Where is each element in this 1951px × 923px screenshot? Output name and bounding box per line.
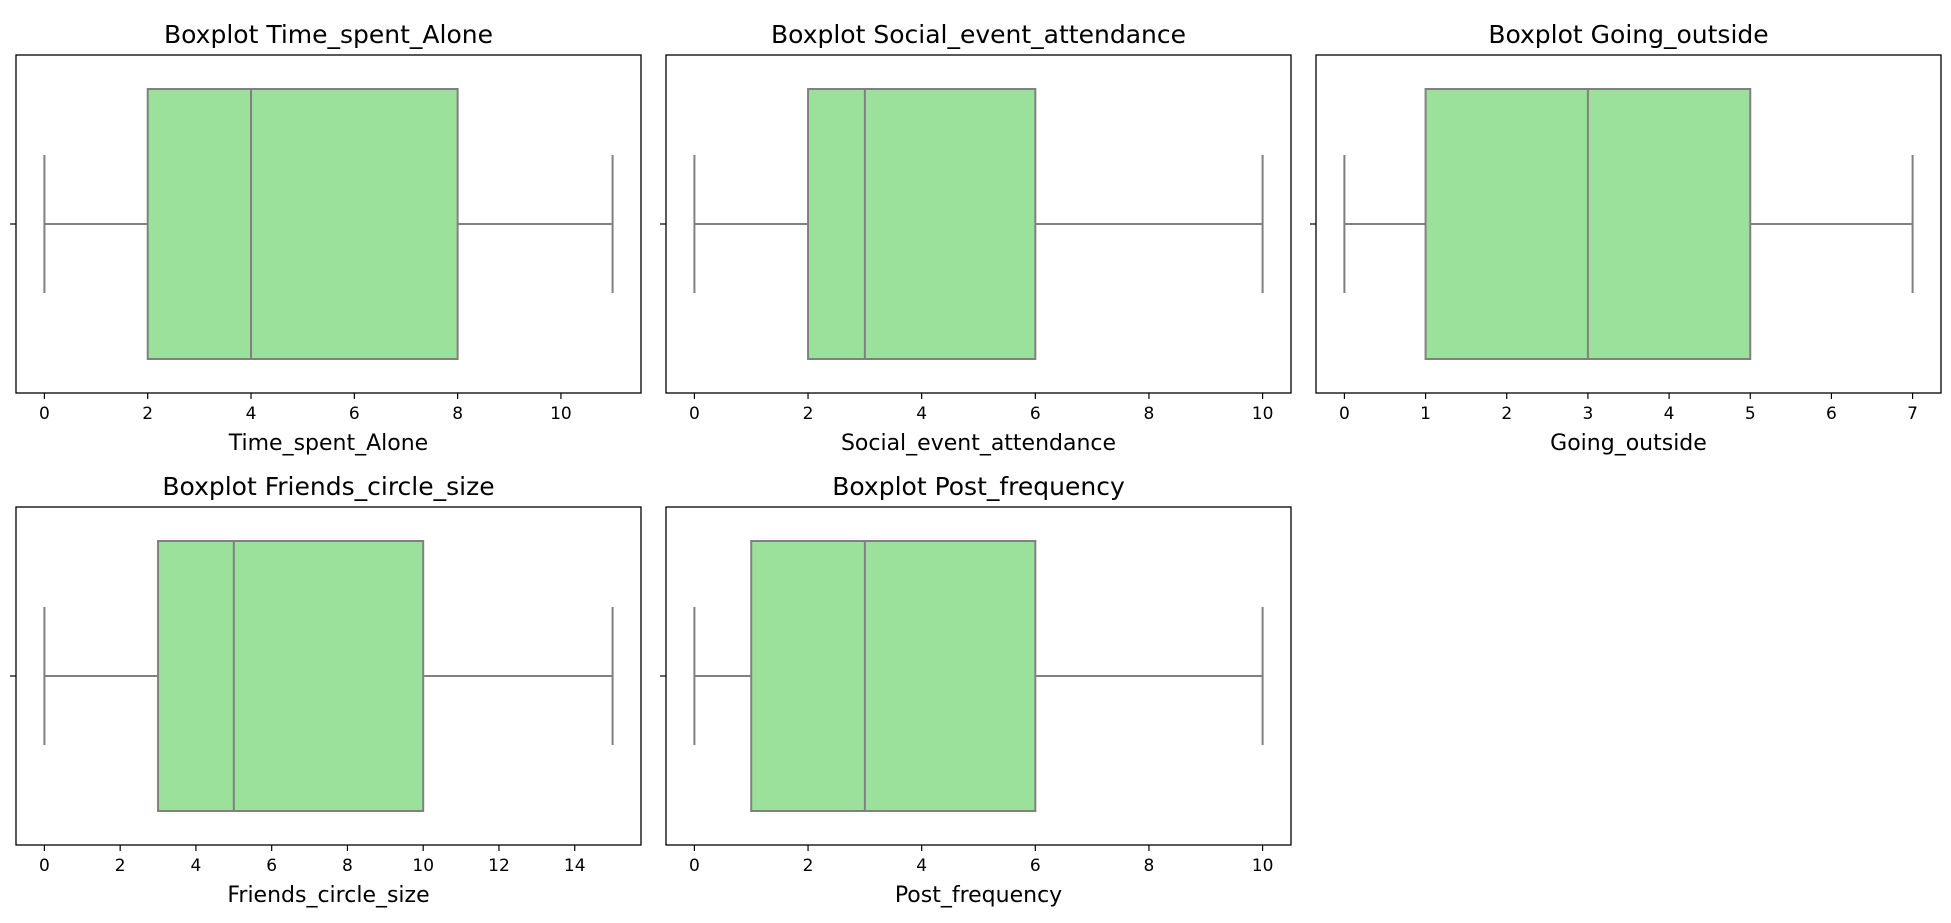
x-tick-label: 10	[412, 856, 434, 876]
subplot-3: 0 1 2 3 4 5 6 7 Boxplot Going_outside Going_outsi…	[1310, 20, 1942, 456]
subplot-title: Boxplot Social_event_attendance	[771, 20, 1186, 49]
iqr-box	[750, 540, 1037, 812]
x-tick-label: 6	[1030, 404, 1041, 424]
x-tick-label: 2	[803, 856, 814, 876]
x-tick-label: 1	[1420, 404, 1431, 424]
x-tick-label: 0	[39, 404, 50, 424]
x-tick-label: 4	[916, 404, 927, 424]
iqr-box	[807, 88, 1037, 360]
x-tick-label: 8	[342, 856, 353, 876]
x-axis-label: Social_event_attendance	[841, 431, 1116, 456]
x-tick-label: 10	[550, 404, 572, 424]
subplot-5: 0 2 4 6 8 10 Boxplot Post_frequency Post_freque…	[660, 472, 1292, 908]
x-tick-label: 14	[564, 856, 586, 876]
x-tick-label: 0	[1339, 404, 1350, 424]
x-tick-label: 6	[1030, 856, 1041, 876]
x-tick-label: 6	[1826, 404, 1837, 424]
x-tick-label: 2	[803, 404, 814, 424]
subplot-title: Boxplot Post_frequency	[832, 472, 1125, 501]
x-tick-label: 6	[266, 856, 277, 876]
x-axis-label: Going_outside	[1550, 431, 1707, 456]
x-tick-label: 7	[1907, 404, 1918, 424]
x-tick-label: 6	[349, 404, 360, 424]
subplot-title: Boxplot Time_spent_Alone	[164, 20, 493, 49]
subplot-4: 0 2 4 6 8 10 12 14 Boxplot Friends_circle_size Fr…	[10, 472, 642, 908]
x-tick-label: 8	[452, 404, 463, 424]
x-tick-label: 4	[246, 404, 257, 424]
x-tick-label: 2	[115, 856, 126, 876]
x-tick-label: 4	[191, 856, 202, 876]
x-tick-label: 8	[1144, 856, 1155, 876]
x-tick-label: 5	[1745, 404, 1756, 424]
subplot-title: Boxplot Friends_circle_size	[162, 472, 494, 501]
x-tick-label: 4	[916, 856, 927, 876]
x-tick-label: 12	[488, 856, 510, 876]
x-axis-label: Time_spent_Alone	[228, 431, 428, 456]
x-tick-label: 3	[1583, 404, 1594, 424]
x-tick-label: 8	[1144, 404, 1155, 424]
subplot-1: 0 2 4 6 8 10 Boxplot Time_spent_Alone Time_spen…	[10, 20, 642, 456]
iqr-box	[146, 88, 459, 360]
x-tick-label: 4	[1664, 404, 1675, 424]
x-tick-label: 0	[689, 404, 700, 424]
x-axis-label: Friends_circle_size	[227, 883, 429, 908]
x-tick-label: 10	[1252, 404, 1274, 424]
subplot-title: Boxplot Going_outside	[1488, 20, 1768, 49]
iqr-box	[157, 540, 425, 812]
x-tick-label: 2	[1501, 404, 1512, 424]
x-tick-label: 2	[142, 404, 153, 424]
x-axis-label: Post_frequency	[895, 883, 1062, 908]
subplot-2: 0 2 4 6 8 10 Boxplot Social_event_attendance So…	[660, 20, 1292, 456]
x-tick-label: 0	[39, 856, 50, 876]
x-tick-label: 10	[1252, 856, 1274, 876]
x-tick-label: 0	[689, 856, 700, 876]
